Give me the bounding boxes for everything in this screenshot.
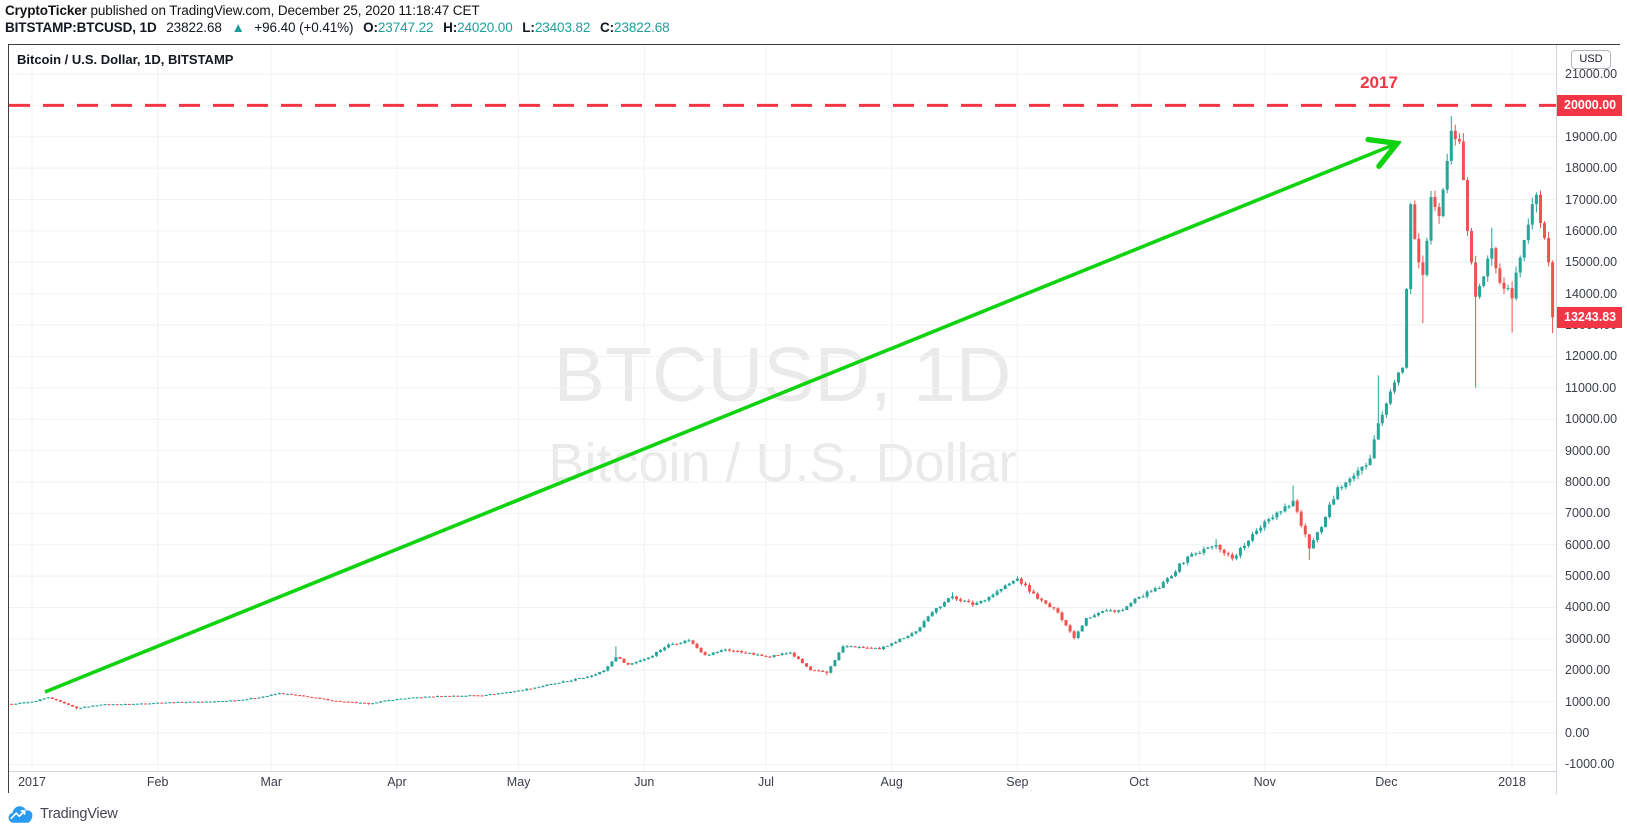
price-tick-label: 2000.00	[1565, 663, 1611, 678]
price-tick-label: 18000.00	[1565, 161, 1618, 176]
trend-arrow[interactable]	[44, 145, 1393, 694]
price-tick-label: 11000.00	[1565, 380, 1617, 395]
candlestick-chart[interactable]	[9, 45, 1556, 771]
price-tick-label: 7000.00	[1565, 506, 1611, 521]
high-value: 24020.00	[457, 20, 513, 35]
tradingview-logo-icon	[8, 805, 33, 823]
price-axis[interactable]: USD 21000.00 20000.00 19000.00 18000.00 1700…	[1556, 45, 1622, 794]
price-tick-label: 6000.00	[1565, 537, 1611, 552]
chart-frame: BTCUSD, 1D Bitcoin / U.S. Dollar Bitcoin…	[8, 44, 1622, 794]
symbol-name: BITSTAMP:BTCUSD, 1D	[5, 20, 157, 35]
symbol-quote-line: BITSTAMP:BTCUSD, 1D 23822.68 ▲ +96.40 (+…	[5, 20, 670, 35]
close-value: 23822.68	[614, 20, 670, 35]
close-label: C:	[600, 20, 615, 35]
open-label: O:	[363, 20, 378, 35]
time-tick-label: Sep	[1006, 775, 1029, 789]
currency-usd-button[interactable]: USD	[1571, 50, 1611, 69]
annotation-2017: 2017	[1360, 73, 1398, 92]
price-tick-label: 5000.00	[1565, 569, 1611, 584]
up-triangle-icon: ▲	[231, 20, 245, 35]
time-tick-label: Aug	[880, 775, 903, 789]
price-tick-label: 16000.00	[1565, 223, 1618, 238]
time-tick-label: Dec	[1375, 775, 1398, 789]
published-byline: CryptoTicker published on TradingView.co…	[5, 3, 480, 18]
time-tick-label: Oct	[1129, 775, 1149, 789]
alert-price-label[interactable]: 20000.00	[1557, 95, 1622, 117]
tradingview-logo-text: TradingView	[40, 806, 118, 822]
price-tick-label: 17000.00	[1565, 192, 1618, 207]
price-tick-label: 0.00	[1565, 726, 1590, 740]
low-label: L:	[522, 20, 535, 35]
price-tick-label: -1000.00	[1565, 757, 1615, 772]
byline-rest: published on TradingView.com, December 2…	[86, 3, 480, 18]
price-tick-label: 9000.00	[1565, 443, 1611, 458]
price-tick-label: 10000.00	[1565, 412, 1618, 427]
time-tick-label: Feb	[146, 775, 169, 789]
price-tick-label: 15000.00	[1565, 255, 1618, 270]
last-price: 23822.68	[166, 20, 222, 35]
time-tick-label: Apr	[387, 775, 407, 789]
low-value: 23403.82	[534, 20, 591, 35]
price-change: +96.40 (+0.41%)	[254, 20, 354, 35]
byline-author: CryptoTicker	[5, 3, 87, 18]
last-price-label: 13243.83	[1557, 307, 1622, 329]
grid-lines	[9, 45, 1556, 771]
time-axis[interactable]: 2017 Feb Mar Apr May Jun Jul Aug Sep Oct Nov Dec 201…	[9, 771, 1556, 793]
time-tick-label: Jun	[634, 775, 655, 789]
price-tick-label: 1000.00	[1565, 694, 1611, 709]
price-tick-label: 19000.00	[1565, 129, 1618, 144]
high-label: H:	[443, 20, 458, 35]
time-tick-label: May	[506, 775, 531, 789]
time-tick-label: Mar	[260, 775, 282, 789]
time-tick-label: 2017	[18, 775, 46, 789]
chart-legend[interactable]: Bitcoin / U.S. Dollar, 1D, BITSTAMP	[17, 52, 234, 67]
candles	[10, 116, 1555, 710]
time-tick-label: 2018	[1498, 775, 1526, 789]
time-tick-label: Nov	[1253, 775, 1276, 789]
price-tick-label: 4000.00	[1565, 600, 1611, 615]
tradingview-footer[interactable]: TradingView	[8, 801, 118, 827]
price-tick-label: 3000.00	[1565, 631, 1611, 646]
price-tick-label: 8000.00	[1565, 474, 1611, 489]
price-tick-label: 14000.00	[1565, 286, 1618, 301]
open-value: 23747.22	[377, 20, 434, 35]
time-tick-label: Jul	[757, 775, 774, 789]
price-tick-label: 12000.00	[1565, 349, 1618, 364]
plot-area[interactable]: BTCUSD, 1D Bitcoin / U.S. Dollar Bitcoin…	[9, 45, 1556, 771]
price-tick-label: 21000.00	[1565, 66, 1618, 81]
